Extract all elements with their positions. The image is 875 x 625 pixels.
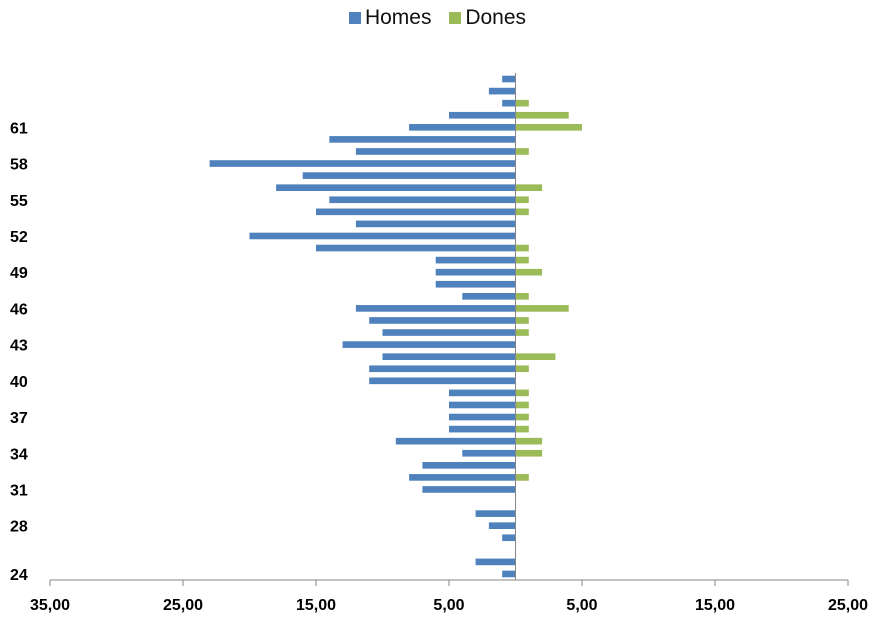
bar-homes bbox=[502, 99, 516, 107]
bar-dones bbox=[515, 256, 529, 264]
bars-group bbox=[209, 75, 582, 578]
bar-dones bbox=[515, 425, 529, 433]
bar-dones bbox=[515, 293, 529, 300]
bar-dones bbox=[515, 437, 543, 445]
bar-dones bbox=[515, 99, 529, 107]
bar-dones bbox=[515, 148, 529, 155]
bar-homes bbox=[502, 75, 516, 83]
bar-homes bbox=[382, 353, 516, 360]
tick-labels-group: 35,00 25,00 15,00 5,00 5,00 15,00 25,00 24 28 31 3… bbox=[10, 120, 868, 614]
bar-dones bbox=[515, 305, 569, 312]
bar-dones bbox=[515, 208, 529, 216]
bar-dones bbox=[515, 401, 529, 409]
bar-homes bbox=[449, 389, 516, 397]
bar-homes bbox=[342, 341, 516, 348]
x-tick-label: 15,00 bbox=[296, 597, 336, 614]
legend-swatch-homes bbox=[348, 12, 361, 24]
bar-homes bbox=[475, 510, 516, 517]
bar-homes bbox=[355, 220, 516, 228]
legend-item-dones[interactable]: Dones bbox=[449, 6, 526, 30]
bar-dones bbox=[515, 474, 529, 481]
bar-dones bbox=[515, 184, 543, 191]
bar-homes bbox=[435, 256, 516, 264]
bar-homes bbox=[462, 449, 516, 457]
legend-item-homes[interactable]: Homes bbox=[348, 6, 432, 30]
bar-homes bbox=[249, 232, 516, 240]
bar-homes bbox=[462, 293, 516, 300]
bar-homes bbox=[409, 124, 516, 131]
y-tick-label: 34 bbox=[10, 446, 28, 463]
bar-homes bbox=[449, 413, 516, 421]
bar-homes bbox=[475, 558, 516, 566]
bar-homes bbox=[369, 365, 516, 373]
legend-swatch-dones bbox=[449, 12, 462, 24]
bar-homes bbox=[329, 136, 516, 143]
bar-dones bbox=[515, 389, 529, 397]
bar-dones bbox=[515, 111, 569, 119]
bar-homes bbox=[209, 160, 516, 167]
y-tick-label: 37 bbox=[10, 410, 28, 427]
x-tick-label: 5,00 bbox=[566, 597, 597, 614]
y-tick-label: 61 bbox=[10, 120, 28, 137]
bar-homes bbox=[382, 329, 516, 336]
bar-homes bbox=[395, 437, 516, 445]
bar-homes bbox=[449, 111, 516, 119]
bar-homes bbox=[355, 148, 516, 155]
bar-homes bbox=[422, 486, 516, 493]
bar-homes bbox=[488, 522, 516, 529]
bar-dones bbox=[515, 196, 529, 204]
legend: Homes Dones bbox=[0, 6, 875, 30]
y-tick-label: 31 bbox=[10, 482, 28, 499]
bar-homes bbox=[369, 377, 516, 385]
y-tick-label: 52 bbox=[10, 229, 28, 246]
y-tick-label: 58 bbox=[10, 157, 28, 174]
x-tick-label: 15,00 bbox=[695, 597, 735, 614]
bar-homes bbox=[302, 172, 516, 179]
bar-dones bbox=[515, 268, 543, 276]
bar-dones bbox=[515, 413, 529, 421]
y-tick-label: 55 bbox=[10, 193, 28, 210]
x-tick-label: 25,00 bbox=[828, 597, 868, 614]
bar-dones bbox=[515, 449, 543, 457]
x-tick-label: 25,00 bbox=[163, 597, 203, 614]
bar-homes bbox=[502, 534, 516, 542]
bar-homes bbox=[488, 87, 516, 95]
bar-homes bbox=[276, 184, 516, 191]
legend-label-homes: Homes bbox=[364, 6, 432, 29]
bar-homes bbox=[435, 268, 516, 276]
bar-homes bbox=[449, 425, 516, 433]
x-tick-label: 5,00 bbox=[433, 597, 464, 614]
bar-homes bbox=[449, 401, 516, 409]
bar-homes bbox=[316, 208, 516, 216]
bar-dones bbox=[515, 365, 529, 373]
bar-homes bbox=[329, 196, 516, 204]
bar-homes bbox=[422, 462, 516, 469]
bar-dones bbox=[515, 244, 529, 252]
bar-homes bbox=[316, 244, 516, 252]
y-tick-label: 28 bbox=[10, 519, 28, 536]
y-tick-label: 24 bbox=[10, 567, 28, 584]
bar-homes bbox=[409, 474, 516, 481]
y-tick-label: 46 bbox=[10, 301, 28, 318]
bar-dones bbox=[515, 329, 529, 336]
bar-homes bbox=[435, 280, 516, 288]
bar-dones bbox=[515, 353, 556, 360]
y-tick-label: 49 bbox=[10, 265, 28, 282]
y-tick-label: 43 bbox=[10, 338, 28, 355]
legend-label-dones: Dones bbox=[465, 6, 527, 29]
y-tick-label: 40 bbox=[10, 374, 28, 391]
axes-group bbox=[49, 73, 849, 586]
bar-dones bbox=[515, 317, 529, 324]
x-tick-label: 35,00 bbox=[30, 597, 70, 614]
bar-dones bbox=[515, 124, 582, 131]
bar-homes bbox=[369, 317, 516, 324]
bar-homes bbox=[502, 570, 516, 578]
bar-homes bbox=[355, 305, 516, 312]
